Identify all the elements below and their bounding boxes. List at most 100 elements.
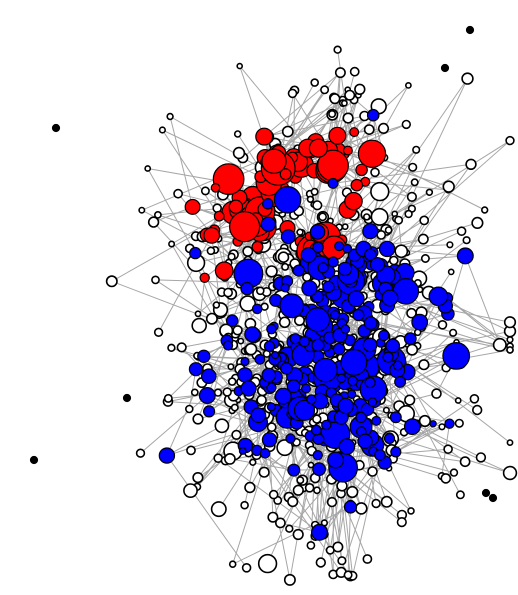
graph-node (406, 307, 417, 319)
graph-node (281, 262, 290, 271)
blue-cluster-node (378, 240, 396, 258)
graph-edge (264, 453, 351, 577)
blue-cluster-node (197, 349, 211, 363)
red-cluster-node (214, 261, 234, 281)
graph-node (454, 418, 464, 428)
graph-node (440, 473, 452, 484)
blue-cluster-node (198, 387, 216, 405)
graph-node (258, 466, 270, 478)
red-cluster-node (199, 272, 210, 283)
blue-cluster-node (158, 447, 176, 464)
graph-node (223, 452, 236, 465)
graph-node (287, 88, 298, 99)
graph-node (256, 394, 267, 406)
graph-node (267, 511, 279, 523)
graph-edge (263, 72, 341, 137)
graph-node (354, 502, 368, 515)
graph-node (344, 89, 356, 101)
blue-cluster-node (428, 286, 449, 307)
graph-edge (158, 229, 215, 333)
graph-node (362, 554, 373, 564)
graph-node (396, 516, 407, 528)
graph-node (230, 403, 239, 412)
blue-cluster-node (261, 367, 277, 383)
blue-cluster-node (203, 405, 216, 418)
blue-cluster-node (244, 326, 261, 343)
blue-cluster-node (337, 397, 354, 415)
graph-edge (161, 129, 220, 217)
blue-cluster-node (201, 368, 217, 384)
graph-node (449, 328, 458, 337)
graph-edge (162, 129, 261, 178)
graph-node (173, 188, 183, 199)
blue-cluster-node (292, 264, 305, 277)
red-cluster-node (229, 211, 261, 243)
graph-edge (229, 458, 294, 471)
graph-edge (198, 277, 206, 326)
blue-cluster-node (240, 356, 250, 367)
isolated-node (440, 63, 450, 73)
graph-node (420, 254, 430, 264)
graph-node (354, 83, 366, 96)
blue-cluster-layer (158, 108, 474, 541)
blue-cluster-node (311, 424, 322, 436)
red-cluster-node (213, 210, 225, 222)
isolated-node-layer (29, 25, 498, 503)
graph-edge (166, 425, 223, 457)
graph-node (371, 498, 381, 509)
blue-cluster-node (240, 380, 257, 397)
graph-node (437, 319, 448, 330)
isolated-node (488, 493, 498, 503)
graph-node (233, 130, 242, 138)
blue-cluster-node (280, 362, 293, 375)
graph-node (313, 486, 321, 495)
blue-cluster-node (293, 399, 316, 421)
graph-node (312, 200, 323, 211)
graph-node (329, 93, 341, 105)
blue-cluster-node (301, 383, 312, 394)
blue-cluster-node (347, 375, 358, 387)
graph-node (281, 125, 294, 138)
graph-node (306, 541, 316, 550)
graph-node (333, 45, 342, 54)
graph-node (481, 206, 489, 214)
red-cluster-node (344, 191, 363, 211)
blue-cluster-node (383, 432, 396, 445)
graph-node (459, 456, 471, 468)
blue-cluster-node (343, 500, 358, 514)
blue-cluster-node (311, 338, 325, 352)
graph-node (278, 316, 291, 329)
blue-cluster-node (334, 241, 345, 252)
blue-cluster-node (240, 281, 254, 296)
graph-node (425, 188, 434, 197)
isolated-node (481, 488, 491, 498)
graph-node (380, 495, 393, 508)
blue-cluster-node (309, 224, 326, 240)
graph-node (194, 310, 202, 318)
blue-cluster-node (442, 342, 471, 370)
graph-node (417, 233, 429, 245)
graph-node (293, 314, 305, 326)
graph-node (341, 223, 349, 231)
graph-node (255, 286, 265, 296)
blue-cluster-node (289, 333, 301, 345)
graph-node (163, 393, 173, 403)
graph-edge (369, 167, 414, 256)
graph-node (447, 268, 455, 276)
graph-node (349, 66, 360, 77)
blue-cluster-node (266, 402, 276, 412)
blue-cluster-node (411, 313, 429, 331)
graph-node (332, 541, 344, 553)
graph-node (502, 465, 518, 481)
graph-node (183, 483, 198, 498)
graph-edge (372, 450, 455, 474)
red-cluster-node (251, 240, 264, 253)
blue-cluster-node (313, 357, 338, 383)
blue-cluster-node (338, 438, 356, 455)
blue-cluster-node (271, 351, 280, 360)
blue-cluster-node (254, 353, 266, 365)
graph-node (340, 99, 348, 107)
red-cluster-node (212, 163, 245, 196)
graph-node (343, 570, 353, 580)
